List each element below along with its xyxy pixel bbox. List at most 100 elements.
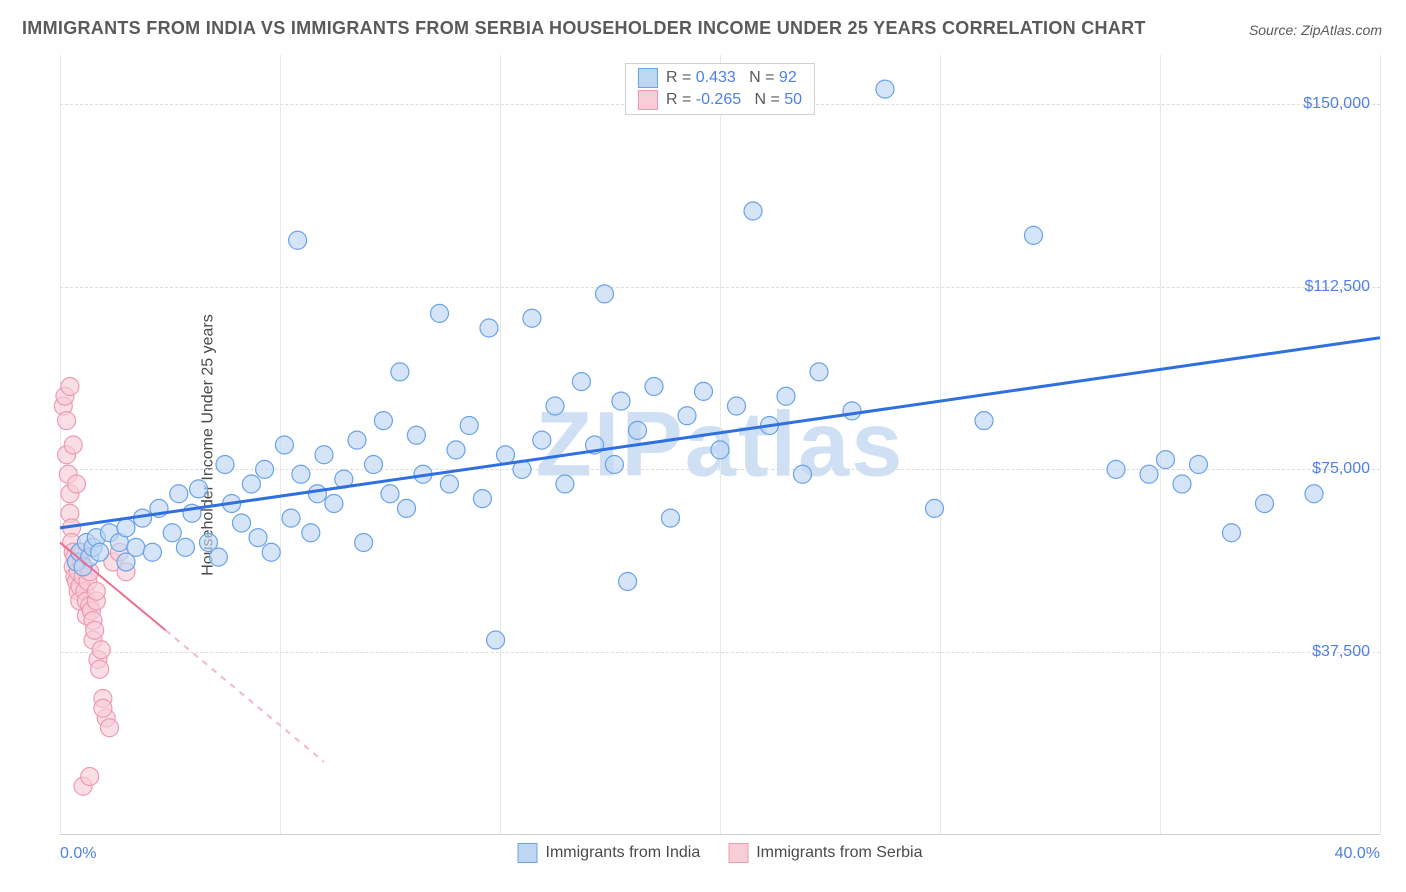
india-point [1173,475,1191,493]
india-point [473,490,491,508]
india-point [365,456,383,474]
india-point [325,495,343,513]
y-tick-label: $37,500 [1312,643,1370,661]
india-point [926,499,944,517]
india-point [289,231,307,249]
india-point [143,543,161,561]
legend-label: Immigrants from India [546,844,701,862]
india-point [381,485,399,503]
india-point [348,431,366,449]
y-tick-label: $75,000 [1312,460,1370,478]
legend-swatch [728,843,748,863]
india-point [876,80,894,98]
india-point [975,412,993,430]
source-label: Source: ZipAtlas.com [1249,22,1382,38]
chart-container: IMMIGRANTS FROM INDIA VS IMMIGRANTS FROM… [0,0,1406,892]
india-point [209,548,227,566]
india-point [1305,485,1323,503]
india-point [242,475,260,493]
chart-title: IMMIGRANTS FROM INDIA VS IMMIGRANTS FROM… [22,18,1146,39]
india-point [662,509,680,527]
india-point [170,485,188,503]
legend-swatch [638,90,658,110]
india-point [176,538,194,556]
india-point [1140,465,1158,483]
india-point [1256,495,1274,513]
india-point [777,387,795,405]
legend-row: R = 0.433 N = 92 [638,68,802,88]
india-point [292,465,310,483]
india-point [546,397,564,415]
india-point [810,363,828,381]
plot-svg [60,55,1380,835]
legend-row: R = -0.265 N = 50 [638,90,802,110]
india-point [407,426,425,444]
legend-swatch [518,843,538,863]
india-point [391,363,409,381]
serbia-point [58,412,76,430]
serbia-point [61,378,79,396]
india-point [431,304,449,322]
india-point [447,441,465,459]
india-point [256,460,274,478]
legend-label: Immigrants from Serbia [756,844,922,862]
india-point [629,421,647,439]
plot-area: Householder Income Under 25 years ZIPatl… [60,55,1380,835]
india-point [728,397,746,415]
india-point [497,446,515,464]
india-point [302,524,320,542]
serbia-point [86,621,104,639]
correlation-legend: R = 0.433 N = 92 R = -0.265 N = 50 [625,63,815,115]
serbia-point [94,699,112,717]
india-point [678,407,696,425]
india-point [440,475,458,493]
india-point [1223,524,1241,542]
india-point [460,417,478,435]
india-point [233,514,251,532]
serbia-point [92,641,110,659]
india-point [216,456,234,474]
serbia-point [91,660,109,678]
y-tick-label: $112,500 [1304,278,1370,296]
india-point [533,431,551,449]
india-point [487,631,505,649]
india-point [308,485,326,503]
india-point [315,446,333,464]
x-tick-max: 40.0% [1335,845,1380,863]
india-point [1190,456,1208,474]
india-point [619,573,637,591]
india-point [744,202,762,220]
india-point [374,412,392,430]
india-point [117,519,135,537]
serbia-point [101,719,119,737]
india-point [605,456,623,474]
india-point [1107,460,1125,478]
india-point [645,378,663,396]
india-point [355,534,373,552]
legend-swatch [638,68,658,88]
india-point [282,509,300,527]
serbia-trend-dashed [166,630,324,762]
india-point [556,475,574,493]
india-point [190,480,208,498]
grid-v [1380,55,1381,835]
india-point [91,543,109,561]
india-point [1157,451,1175,469]
india-point [1025,226,1043,244]
india-point [843,402,861,420]
legend-item: Immigrants from India [518,843,701,863]
legend-item: Immigrants from Serbia [728,843,922,863]
india-point [612,392,630,410]
india-point [480,319,498,337]
india-point [596,285,614,303]
x-tick-min: 0.0% [60,845,96,863]
india-trend-line [60,338,1380,528]
india-point [572,373,590,391]
y-tick-label: $150,000 [1303,95,1370,113]
india-point [695,382,713,400]
serbia-point [68,475,86,493]
series-legend: Immigrants from India Immigrants from Ser… [518,843,923,863]
india-point [249,529,267,547]
india-point [398,499,416,517]
legend-text: R = 0.433 N = 92 [666,69,797,87]
